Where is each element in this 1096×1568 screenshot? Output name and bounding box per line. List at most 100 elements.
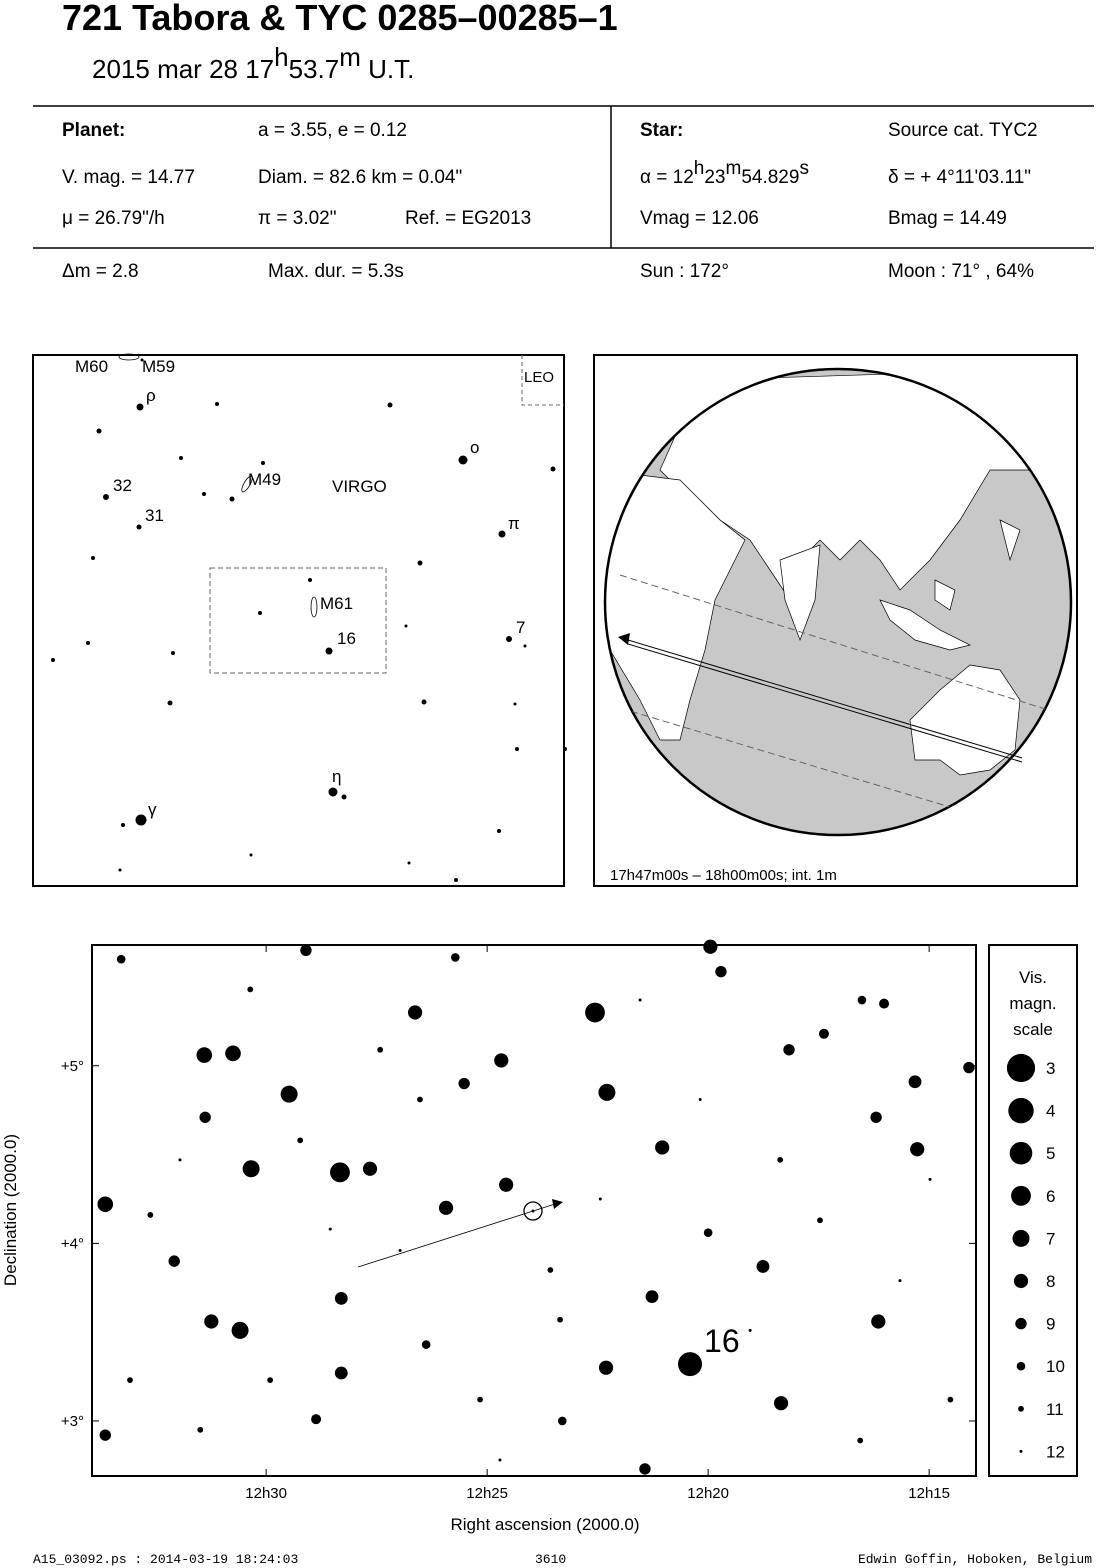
star	[857, 995, 867, 1005]
star	[963, 1061, 975, 1074]
x-tick-label: 12h25	[466, 1485, 508, 1502]
star	[499, 1177, 514, 1192]
star	[818, 1028, 829, 1039]
finder-label: LEO	[524, 369, 554, 386]
alpha: α = 12h23m54.829s	[640, 158, 809, 188]
legend-title: Vis.	[1019, 968, 1047, 987]
legend-swatch	[1013, 1273, 1029, 1289]
legend-label: 4	[1046, 1102, 1055, 1121]
star	[678, 1352, 703, 1377]
star	[127, 1377, 133, 1384]
finder-label: 32	[113, 476, 132, 495]
source: Source cat. TYC2	[888, 120, 1038, 141]
star	[698, 1098, 702, 1102]
star	[438, 1200, 454, 1215]
star	[97, 1196, 114, 1213]
vmag: V. mag. = 14.77	[62, 167, 195, 188]
star	[748, 1328, 752, 1332]
star	[703, 939, 718, 954]
finder-label: M49	[248, 470, 281, 489]
finder-label: 31	[145, 506, 164, 525]
star	[362, 1161, 378, 1176]
globe-caption: 17h47m00s – 18h00m00s; int. 1m	[610, 867, 837, 884]
star	[871, 1314, 886, 1329]
legend-title: magn.	[1009, 994, 1056, 1013]
star	[879, 998, 890, 1009]
orbit: a = 3.55, e = 0.12	[258, 120, 407, 141]
sun: Sun : 172°	[640, 261, 729, 282]
star	[199, 1111, 211, 1123]
star	[377, 1046, 384, 1053]
footer-file: A15_03092.ps : 2014-03-19 18:24:03	[33, 1552, 298, 1567]
star	[585, 1002, 605, 1023]
legend-swatch	[1015, 1317, 1027, 1330]
footer-number: 3610	[535, 1552, 566, 1567]
star	[645, 1290, 659, 1304]
star	[197, 1426, 204, 1433]
star	[196, 1047, 213, 1063]
legend-swatch	[1008, 1097, 1034, 1124]
legend-swatch	[1006, 1053, 1036, 1083]
star	[703, 1228, 713, 1237]
star	[947, 1396, 954, 1403]
star	[715, 965, 727, 978]
globe-panel: 17h47m00s – 18h00m00s; int. 1m	[593, 354, 1078, 887]
legend-frame	[988, 944, 1078, 1477]
star	[870, 1111, 882, 1123]
star	[225, 1045, 241, 1062]
motion: μ = 26.79"/h	[62, 208, 165, 229]
star	[231, 1321, 249, 1339]
star	[557, 1416, 567, 1426]
star	[477, 1396, 483, 1403]
star	[547, 1267, 554, 1273]
star	[328, 1227, 332, 1231]
star	[242, 1160, 260, 1178]
star	[417, 1096, 423, 1103]
legend-label: 10	[1046, 1357, 1065, 1376]
legend-label: 3	[1046, 1059, 1055, 1078]
legend-swatch	[1016, 1361, 1026, 1371]
x-axis-label: Right ascension (2000.0)	[450, 1515, 639, 1534]
legend-label: 9	[1046, 1315, 1055, 1334]
star	[898, 1279, 902, 1283]
star	[178, 1158, 182, 1162]
legend-label: 11	[1046, 1400, 1064, 1419]
legend-swatch	[1019, 1449, 1023, 1453]
parallax: π = 3.02"	[258, 208, 337, 229]
star-label: Star:	[640, 120, 683, 141]
finder-chart: M60 M59 ρ 32 M49 VIRGO 31 π ο M61 16 7 η…	[32, 353, 567, 887]
legend-label: 5	[1046, 1144, 1055, 1163]
star	[777, 1156, 784, 1163]
star	[598, 1083, 616, 1101]
finder-label: M59	[142, 357, 175, 376]
chart-frame	[91, 944, 977, 1477]
finder-label: VIRGO	[332, 477, 387, 496]
star	[857, 1437, 864, 1444]
star	[557, 1316, 563, 1323]
legend-label: 7	[1046, 1229, 1055, 1248]
finder-label: 7	[516, 618, 525, 637]
star	[300, 944, 312, 957]
footer-author: Edwin Goffin, Hoboken, Belgium	[858, 1552, 1092, 1567]
finder-label: M60	[75, 357, 108, 376]
star	[398, 1248, 402, 1252]
star	[908, 1075, 922, 1089]
title: 721 Tabora & TYC 0285–00285–1	[62, 0, 618, 38]
x-tick-label: 12h20	[687, 1485, 729, 1502]
legend-label: 6	[1046, 1187, 1055, 1206]
legend-swatch	[1012, 1229, 1030, 1247]
finder-label: γ	[148, 800, 157, 819]
star	[639, 1463, 651, 1475]
event-date: 2015 mar 28 17h53.7m U.T.	[92, 42, 414, 84]
star	[204, 1314, 219, 1329]
star	[928, 1177, 932, 1181]
legend-label: 12	[1046, 1442, 1065, 1461]
star	[334, 1292, 348, 1305]
planet-label: Planet:	[62, 120, 125, 141]
star	[421, 1340, 431, 1349]
star	[280, 1085, 298, 1103]
finder-label: ρ	[146, 386, 156, 405]
finder-label: M61	[320, 594, 353, 613]
delta: δ = + 4°11'03.11"	[888, 167, 1031, 188]
